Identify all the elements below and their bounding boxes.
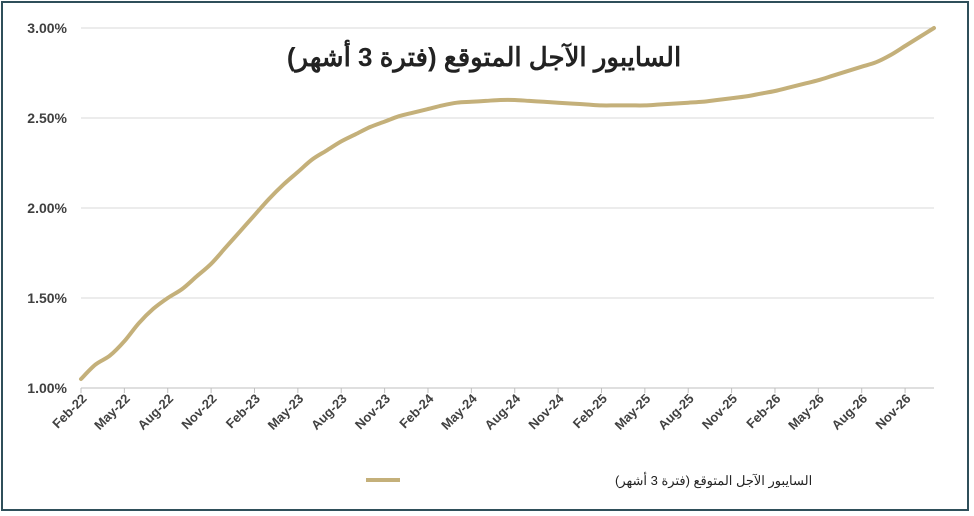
y-tick-label: 2.00% xyxy=(27,200,67,216)
x-tick-label: Feb-23 xyxy=(223,391,263,431)
x-tick-label: May-26 xyxy=(785,391,827,433)
x-tick-label: Nov-25 xyxy=(699,391,740,432)
chart-title: السايبور الآجل المتوقع (فترة 3 أشهر) xyxy=(287,39,681,73)
x-tick-label: Feb-24 xyxy=(396,390,437,431)
y-tick-label: 3.00% xyxy=(27,20,67,36)
legend-label: السايبور الآجل المتوقع (فترة 3 أشهر) xyxy=(615,472,812,489)
x-tick-label: Feb-25 xyxy=(570,391,610,431)
x-tick-label: Aug-23 xyxy=(308,391,350,433)
y-tick-label: 1.50% xyxy=(27,290,67,306)
x-tick-label: Aug-25 xyxy=(655,391,697,433)
y-axis: 1.00% 1.50% 2.00% 2.50% 3.00% xyxy=(27,20,67,396)
x-tick-label: Aug-22 xyxy=(135,391,177,433)
x-axis: Feb-22 May-22 Aug-22 Nov-22 Feb-23 May-23 Aug-… xyxy=(49,387,934,433)
x-tick-label: Aug-26 xyxy=(829,391,871,433)
x-tick-label: Nov-26 xyxy=(872,391,913,432)
x-tick-label: Feb-26 xyxy=(743,391,783,431)
x-tick-label: May-24 xyxy=(438,390,480,432)
x-tick-label: Feb-22 xyxy=(49,391,89,431)
x-tick-label: Nov-22 xyxy=(178,391,219,432)
y-tick-label: 1.00% xyxy=(27,380,67,396)
legend: السايبور الآجل المتوقع (فترة 3 أشهر) xyxy=(366,472,812,489)
x-tick-label: May-23 xyxy=(265,391,307,433)
x-tick-label: Nov-23 xyxy=(352,391,393,432)
x-tick-label: Aug-24 xyxy=(482,390,524,432)
series-line xyxy=(79,26,936,381)
series-layer xyxy=(79,26,936,381)
x-tick-label: Nov-24 xyxy=(525,390,567,432)
y-tick-label: 2.50% xyxy=(27,110,67,126)
x-tick-label: May-22 xyxy=(91,391,133,433)
x-tick-label: May-25 xyxy=(612,391,654,433)
